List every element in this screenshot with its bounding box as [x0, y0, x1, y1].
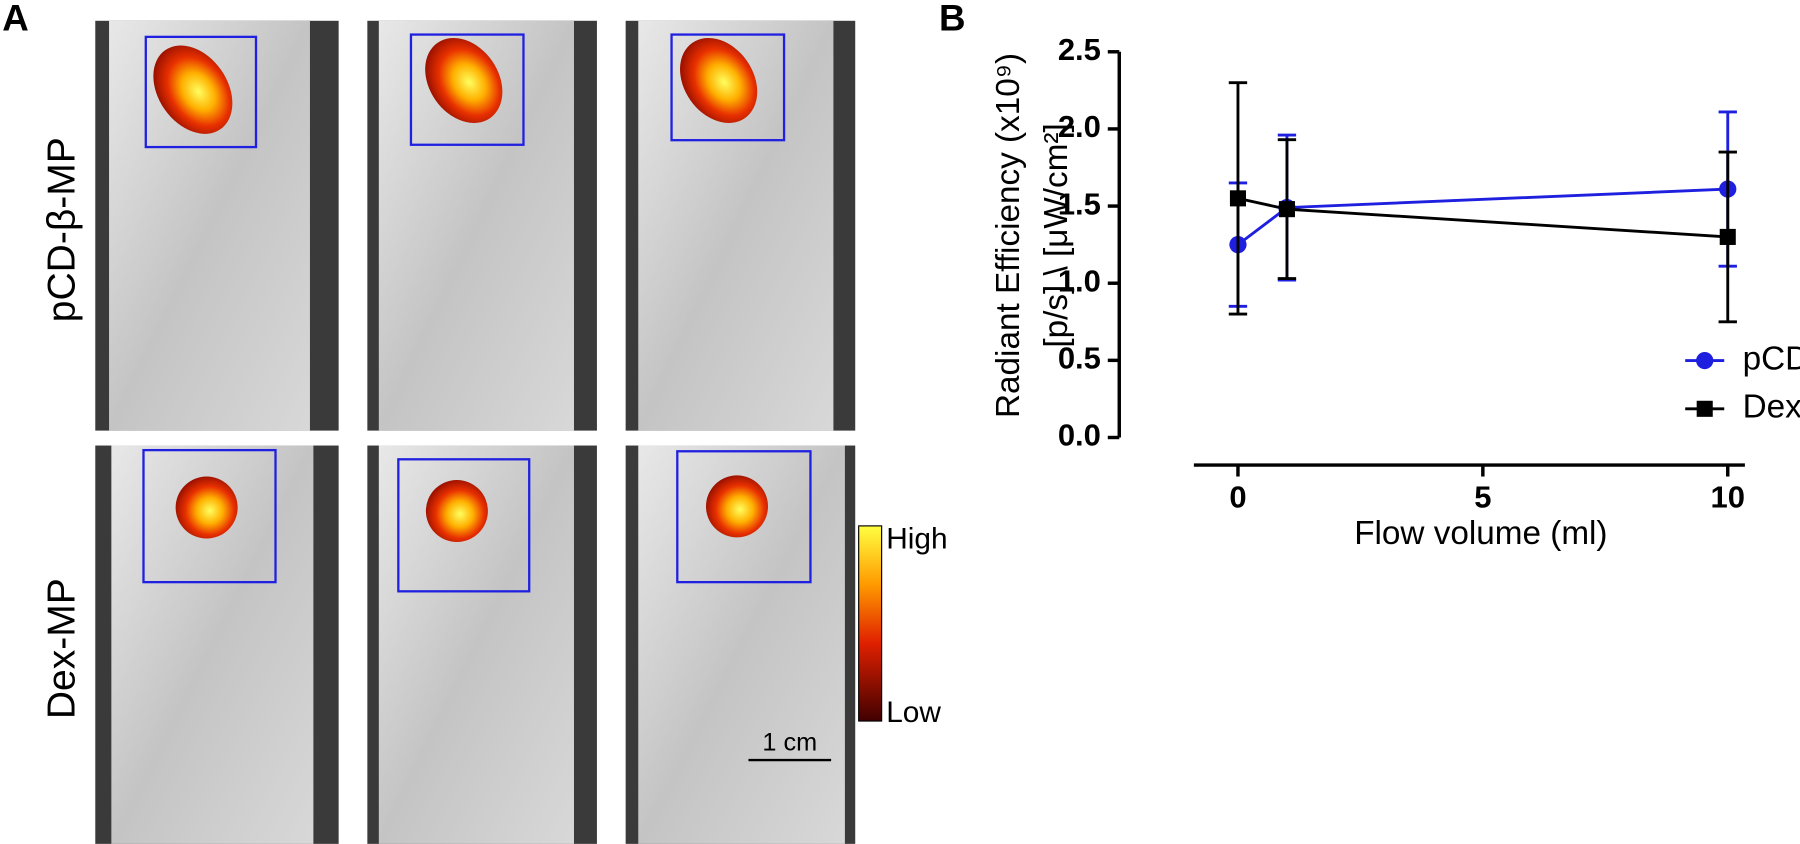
roi-box [676, 450, 812, 584]
scale-bar-label: 1 cm [762, 729, 817, 757]
roi-box [144, 35, 258, 149]
row-label: pCD-β-MP [41, 137, 84, 322]
series-line [1237, 196, 1728, 239]
panel-label: B [939, 0, 966, 38]
colorbar-low-label: Low [886, 696, 941, 729]
panel-a-images [95, 20, 883, 844]
row-label: Dex-MP [41, 578, 84, 719]
panel-label: A [2, 0, 29, 38]
roi-box [397, 458, 531, 593]
x-tick-label: 5 [1474, 480, 1491, 515]
x-axis-label: Flow volume (ml) [1354, 515, 1607, 552]
x-tick-label: 10 [1711, 480, 1745, 515]
y-tick-label: 1.0 [1058, 263, 1101, 298]
y-tick-label: 0.0 [1058, 418, 1101, 453]
roi-box [409, 33, 525, 146]
colorbar [858, 525, 883, 722]
colorbar-high-label: High [886, 523, 947, 556]
fluorescence-signal [425, 479, 488, 542]
fluorescence-signal [705, 475, 768, 538]
fluorescence-signal [175, 476, 238, 539]
y-tick-label: 2.5 [1058, 32, 1101, 67]
y-tick-label: 0.5 [1058, 341, 1101, 376]
legend-marker [1696, 400, 1713, 417]
fluorescence-signal [153, 45, 233, 134]
data-point [1229, 190, 1246, 207]
fluorescence-signal [425, 37, 503, 123]
roi-box [670, 33, 786, 142]
legend-label: pCD-β-MP [1743, 340, 1800, 377]
fluorescence-signal [680, 37, 758, 123]
y-axis-label: Radiant Efficiency (x10⁹) [990, 53, 1027, 418]
y-tick-label: 1.5 [1058, 186, 1101, 221]
y-tick-label: 2.0 [1058, 109, 1101, 144]
legend-marker [1696, 351, 1714, 370]
data-point [1719, 228, 1736, 245]
legend-label: Dex-MP [1743, 389, 1800, 426]
y-axis-label: [p/s] \ [μW/cm²] [1038, 123, 1075, 347]
data-point [1278, 201, 1295, 218]
x-tick-label: 0 [1229, 480, 1246, 515]
series-line [1237, 187, 1728, 246]
roi-box [142, 448, 277, 584]
